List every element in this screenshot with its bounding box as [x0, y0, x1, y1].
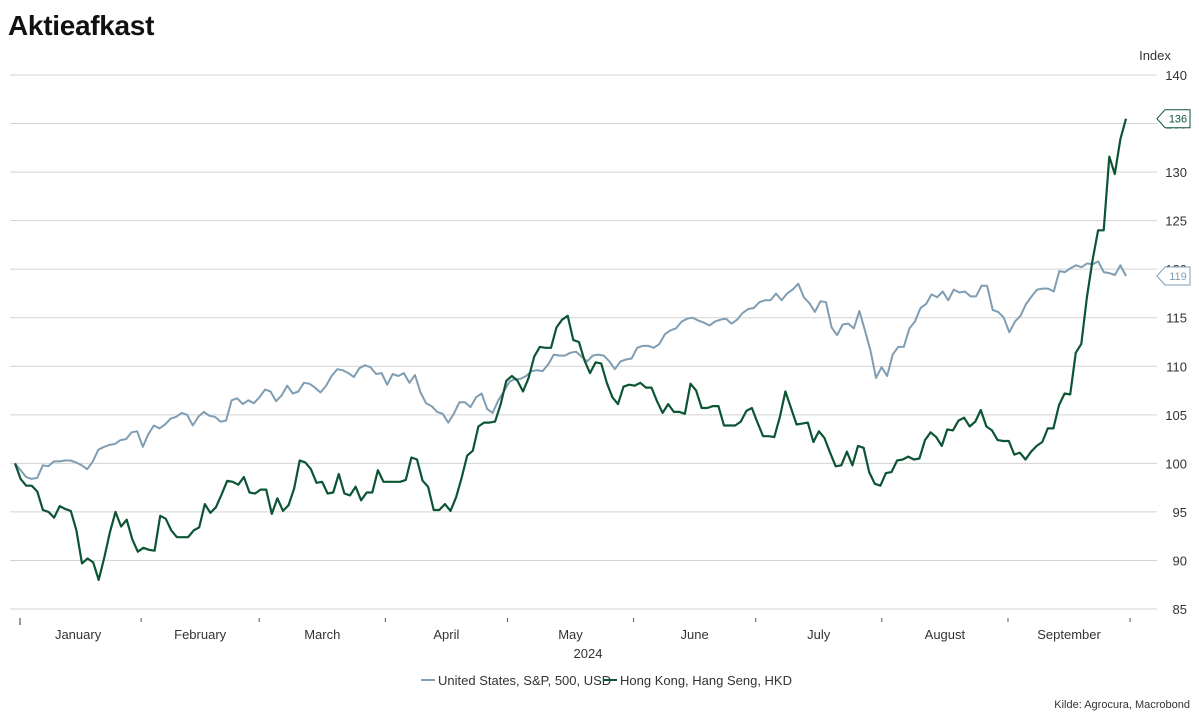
end-value-callout	[1156, 266, 1191, 286]
x-tick-label: June	[681, 627, 709, 642]
y-tick-label: 95	[1173, 505, 1187, 520]
y-tick-label: 115	[1166, 311, 1187, 326]
chart-title: Aktieafkast	[8, 10, 155, 41]
y-tick-label: 100	[1165, 456, 1187, 471]
x-tick-label: February	[174, 627, 227, 642]
y-tick-label: 130	[1165, 165, 1187, 180]
y-tick-label: 125	[1165, 214, 1187, 229]
end-value-label: 119	[1156, 266, 1191, 286]
series-lines	[13, 118, 1128, 582]
source-note: Kilde: Agrocura, Macrobond	[1054, 699, 1190, 711]
y-tick-label: 90	[1173, 553, 1187, 568]
x-tick-label: July	[807, 627, 831, 642]
end-value-text: 136	[1169, 114, 1187, 126]
x-axis: January February March April May June July Augu…	[19, 618, 1131, 642]
end-value-labels: 119 136	[1156, 109, 1191, 286]
x-tick-label: April	[433, 627, 459, 642]
x-tick-label: August	[925, 627, 966, 642]
legend-label: Hong Kong, Hang Seng, HKD	[620, 673, 792, 688]
series-line-sp500	[14, 260, 1127, 480]
legend-label: United States, S&P, 500, USD	[438, 673, 611, 688]
y-axis-ticks: 859095100105110115120125130135140	[1165, 68, 1187, 617]
x-tick-label: January	[55, 627, 102, 642]
end-value-text: 119	[1169, 271, 1187, 283]
end-value-callout	[1156, 109, 1191, 129]
end-value-label: 136	[1156, 109, 1191, 129]
y-axis-label: Index	[1139, 48, 1171, 63]
legend: United States, S&P, 500, USD Hong Kong, H…	[421, 673, 792, 688]
x-axis-year-label: 2024	[574, 646, 603, 661]
gridlines	[10, 74, 1157, 610]
series-line-hangseng	[13, 118, 1128, 582]
y-tick-label: 105	[1165, 408, 1187, 423]
x-tick-label: September	[1037, 627, 1101, 642]
y-tick-label: 85	[1173, 602, 1187, 617]
y-tick-label: 110	[1166, 359, 1187, 374]
y-tick-label: 140	[1165, 68, 1187, 83]
x-tick-label: March	[304, 627, 340, 642]
x-tick-label: May	[558, 627, 583, 642]
